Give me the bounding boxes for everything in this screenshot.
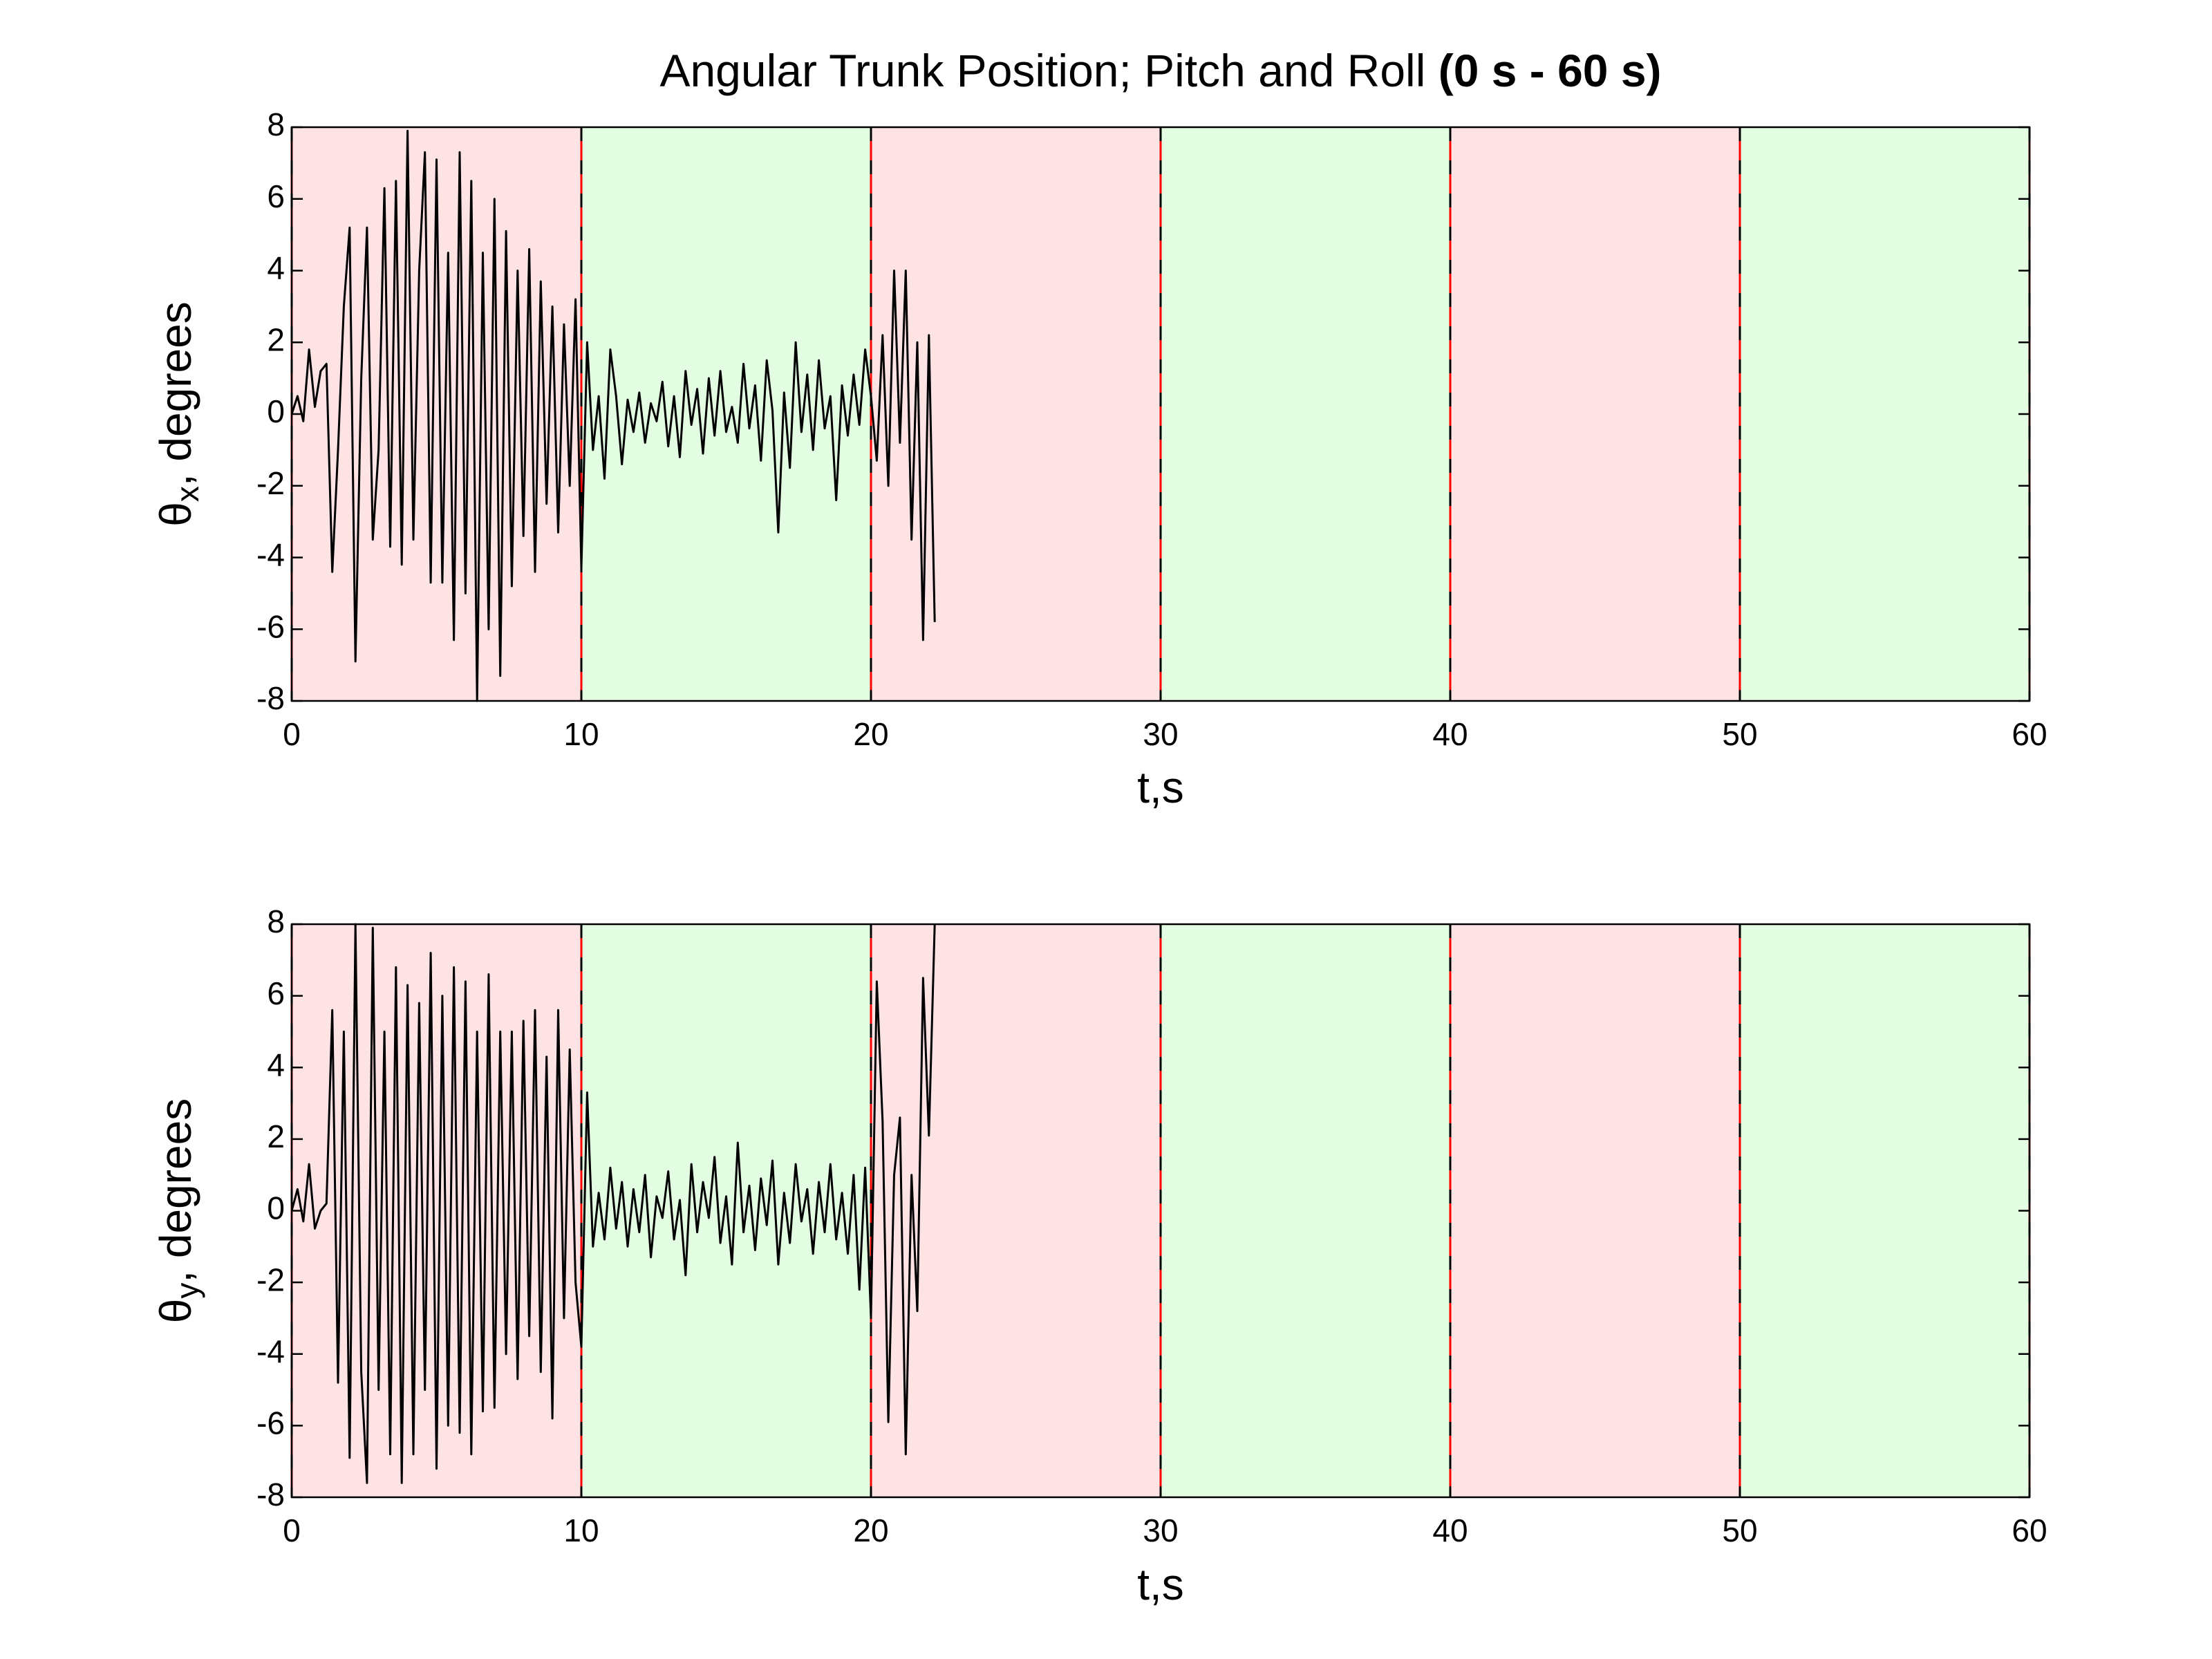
- x-tick-label: 60: [2012, 1512, 2047, 1548]
- x-tick-label: 0: [283, 1512, 301, 1548]
- y-axis-label: θx, degrees: [151, 301, 205, 526]
- y-label-text: , degrees: [151, 1098, 200, 1283]
- y-label-subscript: y: [169, 1283, 205, 1299]
- x-tick-label: 10: [563, 1512, 599, 1548]
- y-tick-label: 4: [267, 1047, 285, 1082]
- y-axis-label: θy, degrees: [151, 1098, 205, 1323]
- y-label-symbol: θ: [151, 502, 200, 527]
- x-tick-label: 10: [563, 716, 599, 752]
- band: [1740, 127, 2030, 701]
- y-tick-label: 4: [267, 250, 285, 286]
- band: [1740, 924, 2030, 1497]
- y-tick-label: -6: [256, 608, 285, 644]
- band: [1161, 924, 1450, 1497]
- y-tick-label: -6: [256, 1405, 285, 1441]
- band: [1450, 127, 1740, 701]
- x-axis-label: t,s: [1137, 762, 1184, 812]
- band: [871, 924, 1161, 1497]
- panel: -8 -6 -4 -2 0 2 4 6 8 0 10 20 30 40 50 60 t,s θx, degrees: [151, 106, 2047, 812]
- title-text: Angular Trunk Position; Pitch and Roll: [659, 45, 1425, 96]
- y-tick-label: -2: [256, 1262, 285, 1297]
- y-tick-label: 0: [267, 393, 285, 429]
- y-tick-label: -8: [256, 680, 285, 716]
- y-tick-label: 6: [267, 975, 285, 1011]
- y-tick-label: 8: [267, 106, 285, 142]
- band: [1450, 924, 1740, 1497]
- data-line: [290, 129, 936, 702]
- x-tick-label: 50: [1722, 1512, 1757, 1548]
- x-tick-label: 30: [1143, 1512, 1178, 1548]
- x-tick-label: 0: [283, 716, 301, 752]
- x-tick-label: 50: [1722, 716, 1757, 752]
- x-tick-label: 40: [1432, 1512, 1468, 1548]
- y-label-text: , degrees: [151, 301, 200, 486]
- x-tick-label: 20: [853, 1512, 888, 1548]
- data-line: [290, 923, 936, 1484]
- x-tick-label: 20: [853, 716, 888, 752]
- y-tick-label: 2: [267, 1118, 285, 1154]
- x-tick-label: 60: [2012, 716, 2047, 752]
- y-tick-label: -4: [256, 537, 285, 573]
- x-tick-label: 30: [1143, 716, 1178, 752]
- y-tick-label: 6: [267, 178, 285, 214]
- chart-title: Angular Trunk Position; Pitch and Roll (…: [659, 45, 1661, 96]
- y-tick-label: 8: [267, 903, 285, 939]
- x-axis-label: t,s: [1137, 1559, 1184, 1609]
- y-tick-label: -4: [256, 1333, 285, 1369]
- y-label-subscript: x: [169, 486, 205, 502]
- panel: -8 -6 -4 -2 0 2 4 6 8 0 10 20 30 40 50 60 t,s θy, degrees: [151, 903, 2047, 1609]
- y-tick-label: 0: [267, 1190, 285, 1226]
- x-tick-label: 40: [1432, 716, 1468, 752]
- y-label-symbol: θ: [151, 1299, 200, 1324]
- title-emphasis: (0 s - 60 s): [1438, 45, 1662, 96]
- y-tick-label: -2: [256, 465, 285, 501]
- band: [1161, 127, 1450, 701]
- y-tick-label: 2: [267, 321, 285, 357]
- y-tick-label: -8: [256, 1477, 285, 1512]
